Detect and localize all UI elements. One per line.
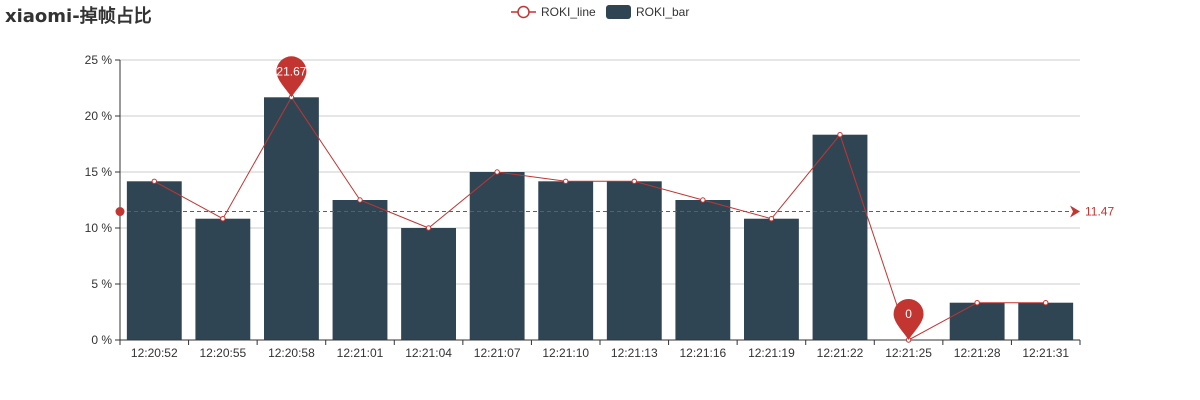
x-tick-label: 12:21:31 <box>1022 346 1069 360</box>
markpoints: 21.67 0 <box>276 56 924 340</box>
markline-label: 11.47 <box>1085 205 1114 219</box>
legend-bar-icon <box>606 5 631 19</box>
bar <box>195 218 251 340</box>
line-point <box>700 197 706 203</box>
legend-item-bar[interactable]: ROKI_bar <box>606 5 689 19</box>
bar <box>1018 302 1074 340</box>
x-tick-label: 12:20:52 <box>131 346 178 360</box>
bar-series <box>126 97 1074 341</box>
markline-start-dot <box>115 207 125 217</box>
bar <box>812 134 868 340</box>
legend-line-marker-icon <box>517 5 530 19</box>
bar <box>469 172 525 340</box>
bar <box>264 97 319 341</box>
x-tick-label: 12:21:10 <box>542 346 589 360</box>
y-tick-label: 20 % <box>85 109 113 123</box>
x-tick-label: 12:20:55 <box>199 346 246 360</box>
y-tick-label: 25 % <box>85 53 113 67</box>
y-tick-label: 15 % <box>85 165 113 179</box>
line-point <box>631 178 637 184</box>
legend-label-bar: ROKI_bar <box>636 5 689 19</box>
x-tick-label: 12:20:58 <box>268 346 315 360</box>
bar <box>675 200 731 340</box>
line-point <box>494 169 500 175</box>
markpoint-label: 21.67 <box>276 64 306 78</box>
line-point <box>1043 300 1049 306</box>
legend[interactable]: ROKI_line ROKI_bar <box>511 5 689 19</box>
x-tick-label: 12:21:25 <box>885 346 932 360</box>
line-point <box>220 216 226 222</box>
legend-label-line: ROKI_line <box>541 5 596 19</box>
line-point <box>974 300 980 306</box>
x-tick-label: 12:21:22 <box>817 346 864 360</box>
bar <box>949 302 1005 340</box>
line-point <box>357 197 363 203</box>
bar <box>332 200 388 340</box>
markpoint-label: 0 <box>905 307 912 321</box>
axes: 0 % 5 % 10 % 15 % 20 % 25 % 12:20:52 12:20:55 12… <box>85 53 1081 360</box>
legend-item-line[interactable]: ROKI_line <box>511 5 596 19</box>
bar <box>606 181 662 340</box>
bar <box>538 181 594 340</box>
bar <box>744 218 799 340</box>
x-tick-label: 12:21:13 <box>611 346 658 360</box>
y-tick-label: 10 % <box>85 221 113 235</box>
x-tick-label: 12:21:28 <box>954 346 1001 360</box>
y-tick-label: 0 % <box>91 333 112 347</box>
line-point <box>837 132 843 138</box>
markpoint-pin-icon <box>893 299 924 340</box>
x-tick-label: 12:21:01 <box>337 346 384 360</box>
line-point <box>563 178 569 184</box>
y-tick-label: 5 % <box>91 277 112 291</box>
markline-arrow-icon <box>1070 205 1080 218</box>
bar <box>401 228 456 340</box>
average-markline: 11.47 <box>115 205 1114 219</box>
x-tick-label: 12:21:19 <box>748 346 795 360</box>
line-point <box>151 178 157 184</box>
x-tick-label: 12:21:16 <box>679 346 726 360</box>
x-tick-label: 12:21:07 <box>474 346 521 360</box>
line-point <box>425 225 432 231</box>
x-tick-label: 12:21:04 <box>405 346 452 360</box>
markpoint-pin-icon <box>276 56 307 98</box>
chart-title: xiaomi-掉帧占比 <box>5 6 152 27</box>
bar <box>126 181 182 340</box>
line-point <box>768 216 775 222</box>
